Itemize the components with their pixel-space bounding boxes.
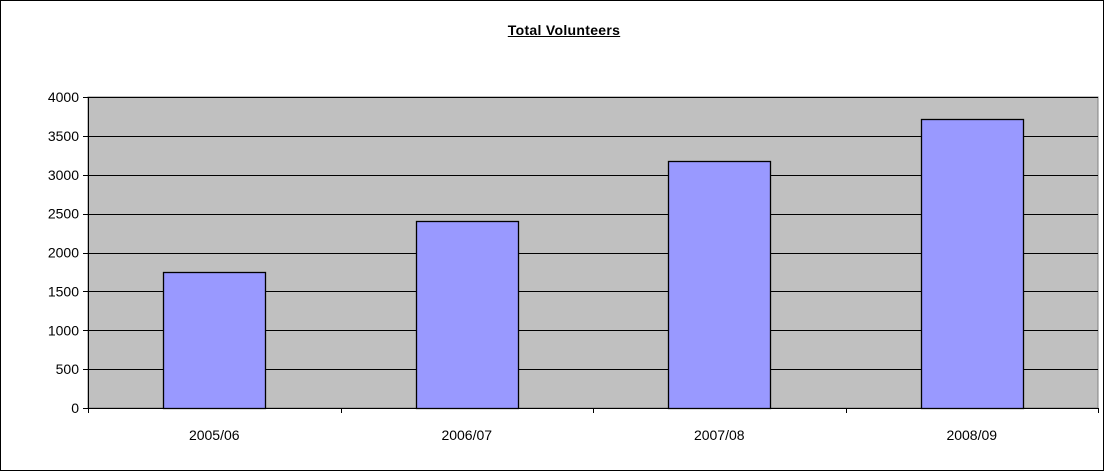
bar-2008-09 xyxy=(920,118,1025,410)
x-tick-labels: 2005/06 2006/07 2007/08 2008/09 xyxy=(189,427,997,443)
axes xyxy=(83,97,1099,413)
bars xyxy=(162,118,1025,410)
y-tick-label: 1500 xyxy=(48,283,79,299)
y-tick-label: 3000 xyxy=(48,167,79,183)
y-tick-label: 4000 xyxy=(48,89,79,105)
y-tick-label: 2500 xyxy=(48,206,79,222)
bar-2007-08 xyxy=(667,160,772,410)
x-tick-label: 2008/09 xyxy=(946,427,997,443)
bar-2005-06 xyxy=(162,271,267,410)
y-tick-label: 3500 xyxy=(48,128,79,144)
x-tick-label: 2007/08 xyxy=(694,427,745,443)
y-tick-label: 0 xyxy=(71,400,79,416)
y-tick-labels: 0 500 1000 1500 2000 2500 3000 3500 4000 xyxy=(48,89,79,416)
y-tick-label: 2000 xyxy=(48,245,79,261)
x-tick-label: 2006/07 xyxy=(441,427,492,443)
x-tick-label: 2005/06 xyxy=(189,427,240,443)
bar-2006-07 xyxy=(415,220,520,410)
chart-title: Total Volunteers xyxy=(507,22,621,38)
y-tick-label: 500 xyxy=(56,361,80,377)
y-tick-label: 1000 xyxy=(48,322,79,338)
